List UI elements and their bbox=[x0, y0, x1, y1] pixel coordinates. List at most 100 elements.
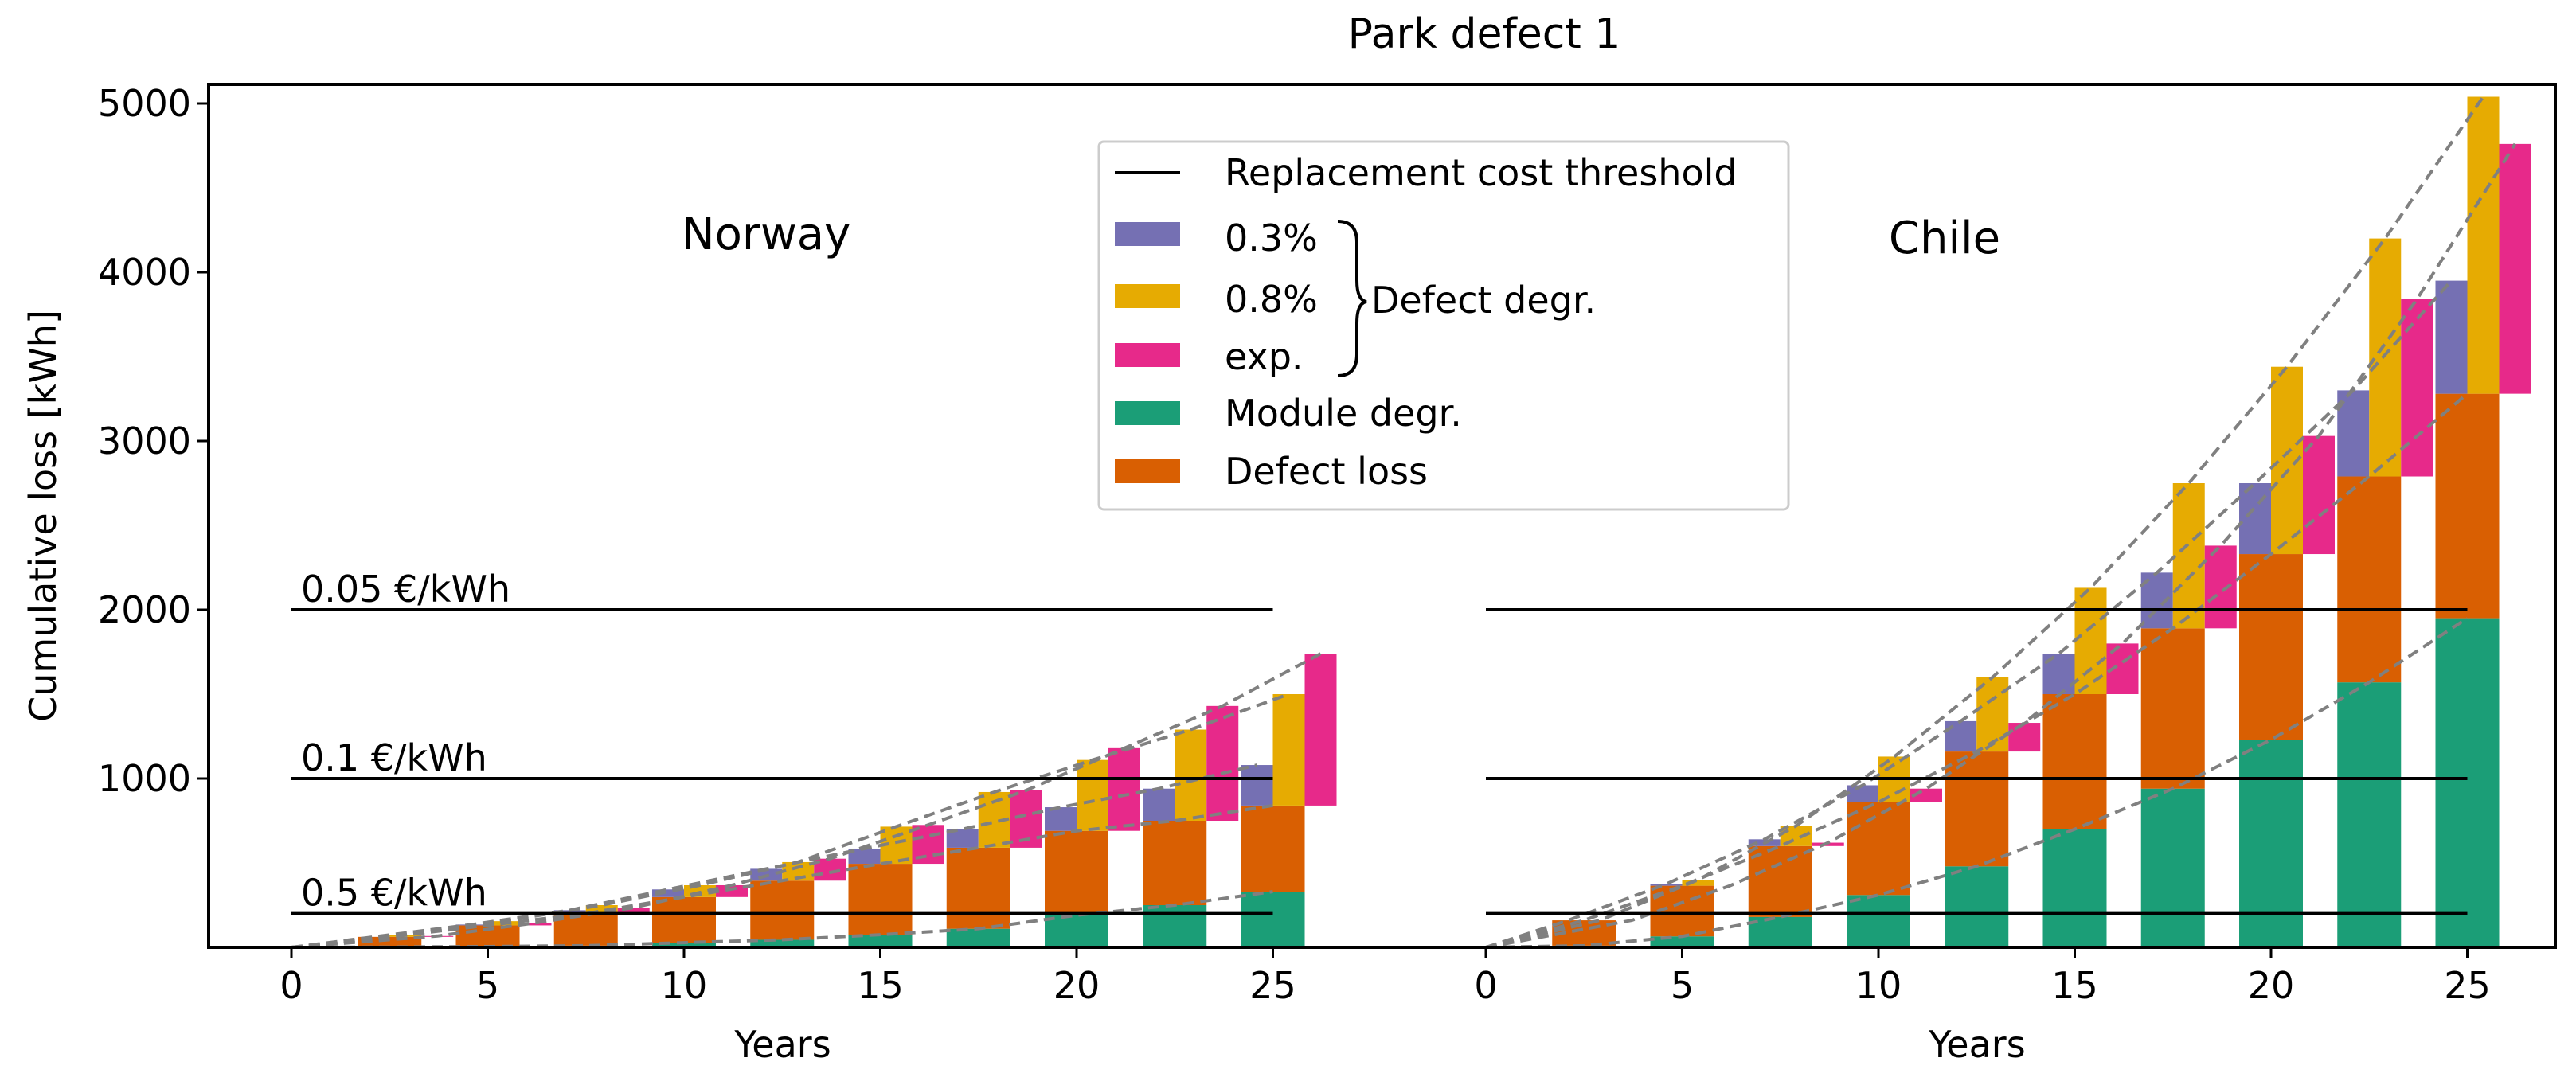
legend: Replacement cost threshold 0.3% 0.8% exp… bbox=[1097, 140, 1790, 511]
bar-defect-loss bbox=[553, 913, 618, 946]
trend-line bbox=[291, 693, 1290, 949]
bar-defect-loss bbox=[1143, 821, 1207, 905]
bar-deg-08 bbox=[1272, 694, 1305, 806]
legend-module-degr-label: Module degr. bbox=[1225, 392, 1462, 435]
x-tick-label: 5 bbox=[1671, 964, 1694, 1007]
y-tick-label: 1000 bbox=[98, 757, 191, 800]
plot-area: 0.05 €/kWh 0.1 €/kWh 0.5 €/kWh bbox=[291, 96, 2531, 949]
bar-module-degr bbox=[1847, 895, 1910, 947]
bar-defect-loss bbox=[2435, 393, 2500, 619]
bar-module-degr bbox=[1945, 866, 2009, 947]
bar-defect-loss bbox=[2239, 554, 2303, 740]
bar-deg-exp bbox=[2499, 143, 2531, 394]
bar-deg-03 bbox=[1143, 788, 1175, 821]
legend-exp-label: exp. bbox=[1225, 335, 1304, 378]
threshold-label: 0.05 €/kWh bbox=[301, 568, 510, 611]
x-tick-label: 25 bbox=[2444, 964, 2491, 1007]
legend-deg08-swatch bbox=[1115, 284, 1180, 308]
bar-defect-loss bbox=[1241, 805, 1305, 892]
legend-threshold-label: Replacement cost threshold bbox=[1225, 151, 1738, 194]
bar-deg-08 bbox=[2467, 96, 2500, 394]
legend-frame bbox=[1097, 140, 1790, 511]
bar-deg-exp bbox=[617, 908, 650, 914]
legend-deg03-swatch bbox=[1115, 222, 1180, 246]
bar-defect-loss bbox=[848, 864, 913, 935]
bar-defect-loss bbox=[2042, 694, 2107, 829]
bar-defect-loss bbox=[1748, 845, 1812, 917]
x-axis-label-chile: Years bbox=[1928, 1023, 2025, 1066]
x-tick-label: 20 bbox=[1053, 964, 1100, 1007]
bar-module-degr bbox=[1045, 915, 1108, 947]
legend-exp-swatch bbox=[1115, 343, 1180, 367]
chart-title: Park defect 1 bbox=[1348, 10, 1621, 58]
trend-line bbox=[1485, 142, 2517, 949]
x-tick-label: 15 bbox=[2051, 964, 2098, 1007]
trend-line bbox=[1485, 392, 2469, 949]
y-tick-label: 2000 bbox=[98, 588, 191, 631]
bar-deg-exp bbox=[716, 884, 748, 897]
legend-defect-loss-label: Defect loss bbox=[1225, 450, 1428, 493]
bar-module-degr bbox=[2042, 829, 2107, 947]
bar-deg-exp bbox=[2401, 299, 2433, 477]
legend-brace bbox=[1337, 220, 1367, 377]
bar-defect-loss bbox=[1945, 751, 2009, 867]
bar-deg-exp bbox=[519, 923, 552, 926]
y-tick-label: 5000 bbox=[98, 82, 191, 125]
legend-defect-loss-swatch bbox=[1115, 459, 1180, 483]
plot-frame bbox=[207, 83, 2557, 949]
bar-module-degr bbox=[2337, 682, 2402, 947]
legend-module-degr-swatch bbox=[1115, 401, 1180, 425]
bar-deg-03 bbox=[2435, 280, 2468, 394]
bar-module-degr bbox=[1650, 936, 1714, 947]
bar-deg-exp bbox=[2303, 435, 2335, 555]
bar-deg-exp bbox=[2008, 723, 2041, 752]
legend-deg08-label: 0.8% bbox=[1225, 278, 1318, 321]
bar-defect-loss bbox=[2337, 476, 2402, 683]
trend-line bbox=[1485, 279, 2453, 949]
bar-module-degr bbox=[2140, 788, 2205, 947]
panel-label-chile: Chile bbox=[1889, 213, 2000, 264]
x-tick-label: 20 bbox=[2248, 964, 2295, 1007]
x-tick-label: 0 bbox=[1474, 964, 1497, 1007]
trend-line bbox=[1485, 616, 2469, 949]
trend-line bbox=[1485, 96, 2485, 949]
bar-defect-loss bbox=[1847, 802, 1910, 896]
bar-module-degr bbox=[1748, 916, 1812, 947]
bar-deg-exp bbox=[1108, 747, 1140, 831]
bar-module-degr bbox=[2435, 618, 2500, 947]
bar-deg-exp bbox=[2204, 545, 2237, 629]
x-tick-label: 0 bbox=[279, 964, 303, 1007]
x-axis-label-norway: Years bbox=[733, 1023, 831, 1066]
trend-line bbox=[291, 652, 1322, 949]
bar-module-degr bbox=[1241, 892, 1305, 947]
bar-deg-03 bbox=[1241, 765, 1273, 806]
legend-brace-label: Defect degr. bbox=[1371, 279, 1596, 322]
bar-deg-08 bbox=[2074, 587, 2107, 694]
y-tick-label: 3000 bbox=[98, 420, 191, 463]
bar-deg-exp bbox=[1304, 654, 1337, 806]
y-tick-label: 4000 bbox=[98, 251, 191, 294]
bar-deg-03 bbox=[1847, 785, 1878, 802]
bar-deg-03 bbox=[1650, 884, 1683, 886]
bar-deg-08 bbox=[1175, 729, 1207, 821]
bar-module-degr bbox=[2239, 740, 2303, 947]
bar-defect-loss bbox=[946, 847, 1010, 929]
bar-deg-03 bbox=[2239, 483, 2271, 555]
bar-deg-08 bbox=[1976, 677, 2009, 752]
x-tick-label: 10 bbox=[661, 964, 708, 1007]
y-axis: 1000 2000 3000 4000 5000 bbox=[98, 82, 209, 800]
bar-module-degr bbox=[946, 928, 1010, 947]
bar-deg-03 bbox=[848, 848, 881, 865]
bar-defect-loss bbox=[652, 896, 716, 943]
threshold-label: 0.1 €/kWh bbox=[301, 736, 487, 779]
bar-defect-loss bbox=[750, 880, 815, 940]
bar-module-degr bbox=[848, 935, 913, 947]
panel-label-norway: Norway bbox=[682, 209, 850, 260]
bar-module-degr bbox=[1143, 905, 1207, 947]
x-tick-label: 25 bbox=[1249, 964, 1296, 1007]
x-tick-label: 5 bbox=[476, 964, 499, 1007]
bar-defect-loss bbox=[1045, 830, 1108, 915]
threshold-label: 0.5 €/kWh bbox=[301, 872, 487, 915]
y-axis-label: Cumulative loss [kWh] bbox=[21, 310, 64, 722]
